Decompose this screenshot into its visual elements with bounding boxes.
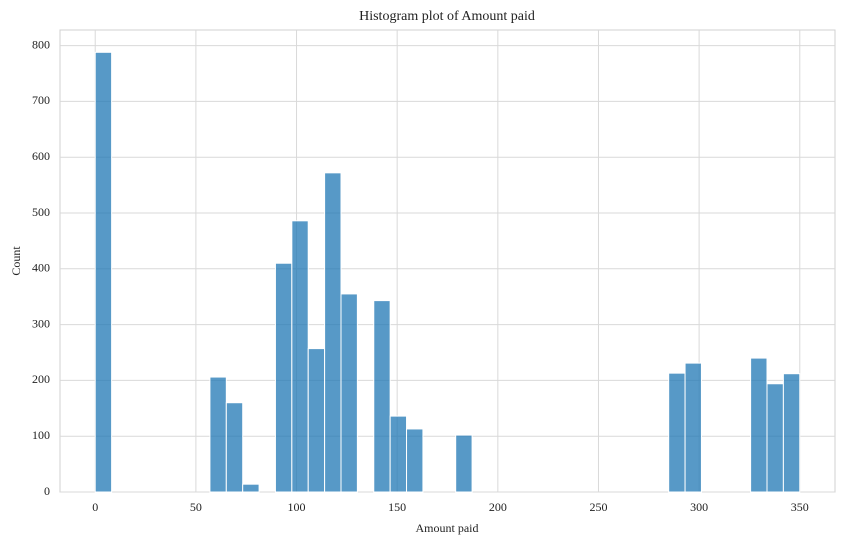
y-tick-label: 100 (32, 428, 50, 442)
x-tick-label: 50 (190, 500, 202, 514)
y-tick-label: 700 (32, 93, 50, 107)
bar (242, 483, 260, 493)
x-tick-label: 0 (92, 500, 98, 514)
y-tick-label: 0 (44, 484, 50, 498)
x-tick-label: 100 (288, 500, 306, 514)
x-tick-label: 150 (388, 500, 406, 514)
bar (455, 434, 473, 493)
bar (225, 402, 244, 493)
bar (766, 383, 784, 493)
bar (668, 372, 686, 493)
y-tick-label: 600 (32, 149, 50, 163)
y-axis-label: Count (9, 246, 23, 276)
plot-frame (59, 29, 836, 493)
bar (373, 300, 391, 493)
bar (782, 373, 801, 493)
y-tick-label: 300 (32, 316, 50, 330)
x-tick-label: 200 (489, 500, 507, 514)
bar (307, 348, 326, 493)
bar (291, 220, 309, 493)
y-tick-label: 500 (32, 205, 50, 219)
x-tick-label: 350 (791, 500, 809, 514)
bar (406, 428, 424, 493)
bar (209, 376, 227, 493)
bar (274, 262, 293, 493)
bar (389, 415, 408, 493)
x-tick-label: 300 (690, 500, 708, 514)
y-tick-label: 200 (32, 372, 50, 386)
bar (94, 51, 113, 493)
x-axis-label: Amount paid (416, 521, 479, 535)
x-tick-label: 250 (589, 500, 607, 514)
bar (324, 172, 342, 493)
y-tick-label: 400 (32, 261, 50, 275)
bar (750, 357, 768, 493)
y-tick-label: 800 (32, 37, 50, 51)
bar (684, 362, 702, 493)
chart-title: Histogram plot of Amount paid (359, 9, 535, 24)
bar (340, 293, 358, 493)
